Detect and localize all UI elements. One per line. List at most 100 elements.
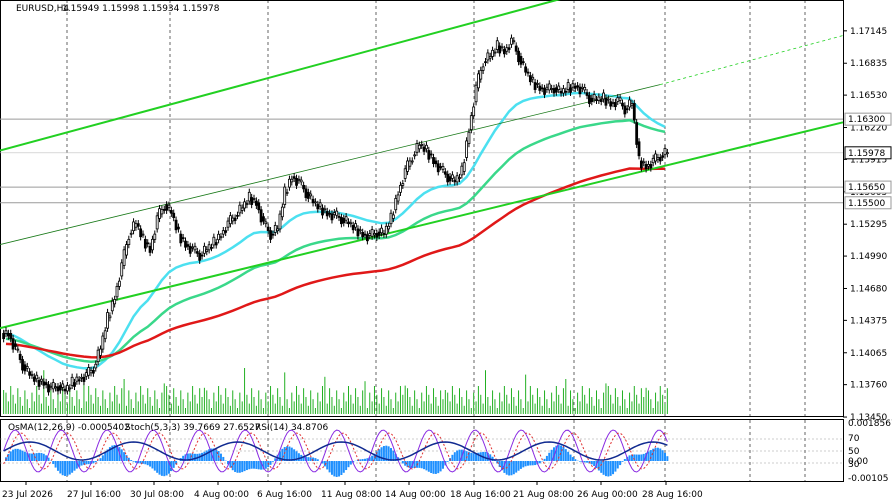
- candle-body: [160, 208, 164, 215]
- candle-body: [61, 383, 65, 388]
- level-tag-label: 1.15500: [848, 199, 885, 209]
- time-tick-label: 26 Aug 00:00: [577, 490, 638, 500]
- candle-body: [526, 71, 530, 74]
- candle-body: [25, 366, 29, 369]
- level-tag: [844, 196, 892, 210]
- candle-body: [328, 212, 331, 215]
- candle-body: [417, 144, 421, 150]
- candle-body: [288, 178, 291, 188]
- candle-body: [304, 188, 308, 198]
- candle-body: [335, 210, 339, 216]
- candle-body: [368, 233, 372, 236]
- candle-body: [193, 245, 197, 251]
- time-tick-label: 27 Jul 16:00: [67, 490, 121, 500]
- candle-body: [434, 160, 438, 165]
- candle-body: [6, 333, 10, 337]
- candle-body: [498, 45, 502, 54]
- candle-body: [517, 50, 520, 63]
- candle-body: [177, 226, 180, 230]
- price-tick-label: 1.14375: [850, 316, 887, 326]
- candle-body: [106, 312, 109, 329]
- sub-tick-label: -0.00105: [848, 474, 888, 484]
- candle-body: [35, 374, 39, 380]
- candle-body: [214, 242, 218, 246]
- candle-body: [11, 338, 15, 350]
- price-tick-label: 1.16220: [850, 124, 887, 134]
- level-tag-label: 1.15650: [848, 183, 885, 193]
- candle-body: [266, 226, 270, 232]
- price-tick-label: 1.13450: [850, 413, 887, 423]
- candle-body: [224, 230, 228, 233]
- candle-body: [524, 66, 528, 73]
- candle-body: [28, 371, 32, 376]
- candle-body: [630, 103, 634, 106]
- candle-body: [571, 83, 575, 88]
- candle-body: [103, 330, 107, 340]
- candle-body: [658, 157, 662, 162]
- candle-body: [446, 173, 450, 183]
- price-tick-label: 1.16530: [850, 91, 887, 101]
- candle-body: [186, 244, 190, 247]
- candle-body: [469, 115, 473, 131]
- candle-body: [162, 208, 166, 211]
- candle-body: [543, 88, 546, 95]
- candle-body: [115, 285, 119, 298]
- candle-body: [491, 49, 494, 57]
- candle-body: [545, 86, 549, 90]
- candle-body: [332, 212, 336, 216]
- candle-body: [507, 47, 511, 50]
- candle-body: [410, 160, 414, 163]
- candle-body: [51, 382, 55, 390]
- candle-body: [481, 66, 485, 71]
- candle-body: [269, 230, 272, 240]
- candle-body: [250, 197, 254, 205]
- candle-body: [195, 251, 199, 254]
- sub-tick-label: 0.00: [848, 457, 868, 467]
- candle-body: [179, 233, 183, 244]
- candle-body: [99, 348, 102, 356]
- candle-body: [618, 97, 622, 101]
- candle-body: [665, 152, 669, 155]
- candle-body: [656, 157, 660, 160]
- candle-body: [285, 191, 289, 194]
- candle-body: [200, 254, 204, 257]
- candle-body: [559, 90, 563, 94]
- candle-body: [533, 82, 537, 90]
- sub-tick-label: 50: [848, 447, 860, 457]
- candle-body: [117, 280, 121, 287]
- candle-body: [273, 225, 277, 233]
- candle-body: [4, 330, 8, 334]
- candle-body: [661, 155, 665, 158]
- candle-body: [649, 164, 653, 169]
- candle-body: [110, 300, 114, 312]
- candle-body: [514, 45, 518, 52]
- candle-body: [318, 202, 322, 207]
- candle-body: [247, 191, 251, 202]
- candle-body: [240, 207, 244, 211]
- candle-body: [474, 84, 478, 103]
- candle-body: [562, 88, 565, 94]
- candle-body: [420, 144, 424, 146]
- stoch-label: Stoch(5,3,3) 39.7669 27.6527: [125, 423, 260, 433]
- price-tick-label: 1.16835: [850, 59, 887, 69]
- last-price-tag: [844, 146, 892, 160]
- candle-body: [484, 61, 487, 64]
- rsi-label: RSI(14) 34.8706: [255, 423, 328, 433]
- candle-body: [588, 95, 591, 104]
- candle-body: [278, 213, 282, 230]
- last-price-label: 1.15978: [848, 149, 885, 159]
- candle-body: [169, 210, 173, 214]
- candle-body: [172, 212, 176, 218]
- candle-body: [108, 315, 112, 319]
- candle-body: [316, 204, 320, 210]
- candle-body: [585, 92, 589, 96]
- time-tick-label: 6 Aug 16:00: [257, 490, 312, 500]
- candle-body: [245, 203, 249, 206]
- candle-body: [356, 228, 360, 237]
- candle-body: [155, 215, 159, 230]
- candle-body: [146, 242, 150, 245]
- candle-body: [203, 245, 206, 254]
- candle-body: [299, 179, 303, 183]
- candle-body: [358, 229, 362, 232]
- candle-body: [21, 359, 24, 371]
